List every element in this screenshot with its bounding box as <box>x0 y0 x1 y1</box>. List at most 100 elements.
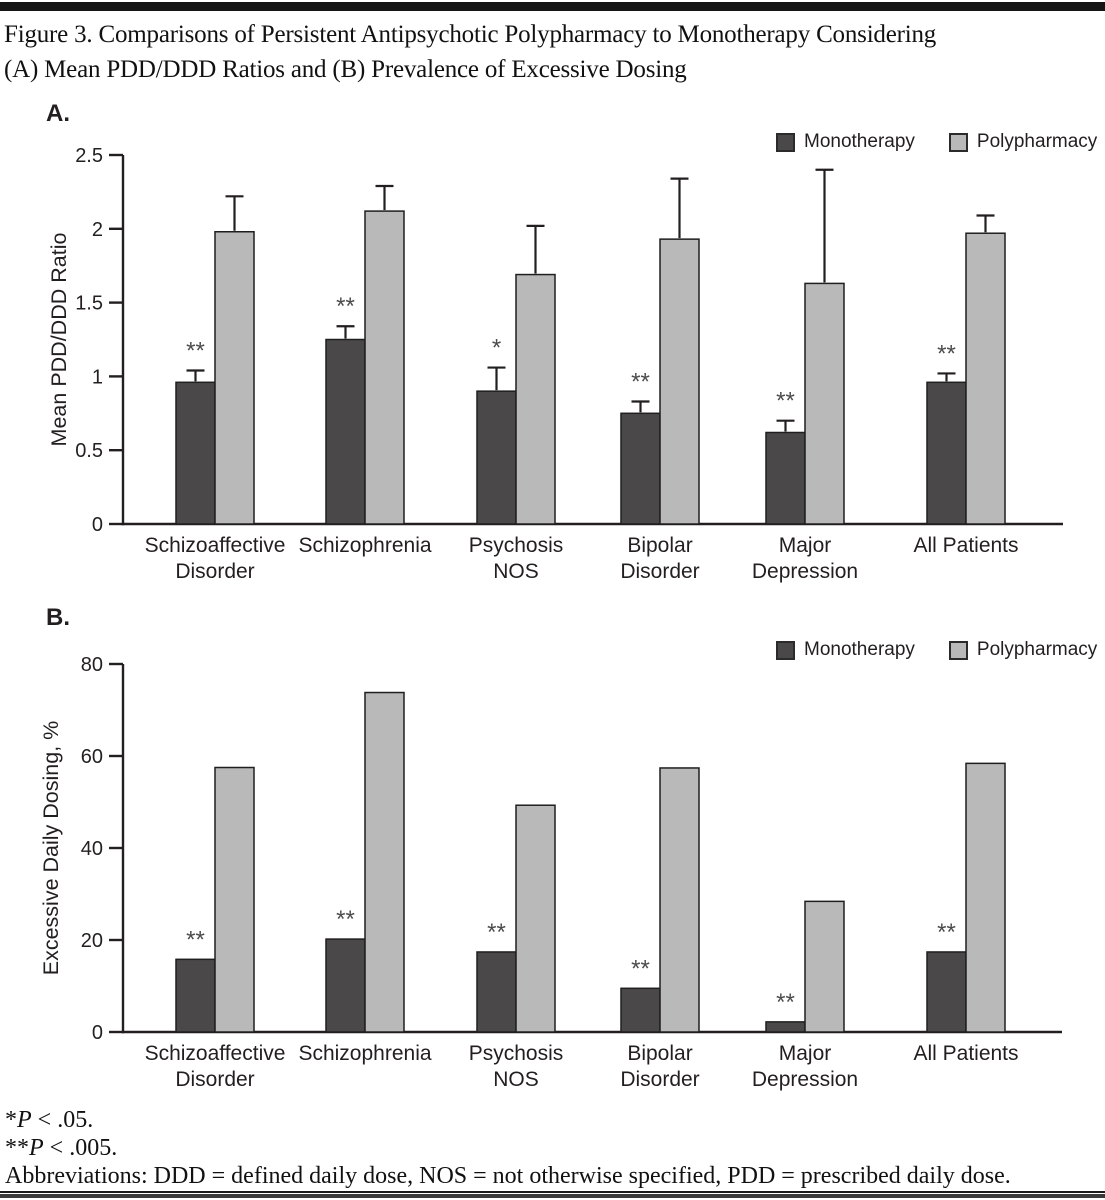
category-label: Schizophrenia <box>298 534 431 557</box>
y-tick-label: 1.5 <box>75 293 103 315</box>
panel-a-label: A. <box>46 100 70 127</box>
top-rule <box>0 2 1105 11</box>
category-label: Schizophrenia <box>298 1042 431 1065</box>
y-tick-label: 0 <box>92 514 103 536</box>
y-tick-label: 40 <box>81 838 103 860</box>
footnote-abbreviations: Abbreviations: DDD = defined daily dose,… <box>5 1163 1011 1189</box>
category-label: Psychosis <box>469 534 564 557</box>
bar-polypharmacy-0 <box>214 766 255 1033</box>
category-label: Depression <box>752 560 858 583</box>
bar-monotherapy-5 <box>926 951 967 1033</box>
footnotes: *P < .05. **P < .005. Abbreviations: DDD… <box>5 1106 1100 1190</box>
bar-polypharmacy-3 <box>659 238 700 525</box>
bottom-rule-thin <box>0 1191 1105 1193</box>
footnote-rest: < .05. <box>31 1107 94 1133</box>
bar-polypharmacy-5 <box>965 232 1006 525</box>
bar-monotherapy-0 <box>175 381 216 525</box>
y-tick-label: 0 <box>92 1022 103 1044</box>
significance-marker: ** <box>631 368 650 395</box>
bar-monotherapy-0 <box>175 958 216 1033</box>
significance-marker: ** <box>336 906 355 933</box>
category-label: All Patients <box>913 1042 1018 1065</box>
bar-polypharmacy-4 <box>804 900 845 1033</box>
bar-polypharmacy-1 <box>364 210 405 525</box>
significance-marker: ** <box>186 926 205 953</box>
significance-marker: ** <box>487 919 506 946</box>
monotherapy-swatch <box>776 640 795 660</box>
legend-b: Monotherapy Polypharmacy <box>776 639 1097 661</box>
legend-item-monotherapy: Monotherapy <box>776 131 915 153</box>
bottom-rule-thick <box>0 1194 1105 1198</box>
category-label: Bipolar <box>627 534 692 557</box>
y-axis-title: Mean PDD/DDD Ratio <box>47 233 71 447</box>
footnote-rest: < .005. <box>43 1135 118 1161</box>
bar-monotherapy-2 <box>476 951 517 1033</box>
bar-polypharmacy-1 <box>364 691 405 1033</box>
legend-label-monotherapy: Monotherapy <box>804 639 915 660</box>
category-label: Schizoaffective <box>145 534 286 557</box>
category-label: Disorder <box>175 1068 254 1091</box>
legend-label-polypharmacy: Polypharmacy <box>976 131 1098 152</box>
category-label: Depression <box>752 1068 858 1091</box>
legend-label-monotherapy: Monotherapy <box>804 131 915 152</box>
significance-marker: ** <box>631 955 650 982</box>
legend-item-polypharmacy: Polypharmacy <box>948 131 1098 153</box>
bar-polypharmacy-0 <box>214 231 255 525</box>
legend-item-polypharmacy: Polypharmacy <box>948 639 1098 661</box>
category-label: Psychosis <box>469 1042 564 1065</box>
significance-marker: ** <box>937 919 956 946</box>
bar-monotherapy-5 <box>926 381 967 525</box>
category-label: Bipolar <box>627 1042 692 1065</box>
panel-b-label: B. <box>46 604 70 631</box>
monotherapy-swatch <box>776 132 795 152</box>
significance-marker: * <box>492 335 501 362</box>
chart-b: 0 20 40 60 80 Excessive Daily Dosing, % ** Schi… <box>39 654 1062 1091</box>
figure-title-line2: (A) Mean PDD/DDD Ratios and (B) Prevalen… <box>4 56 687 83</box>
y-tick-label: 1 <box>92 366 103 388</box>
footnote-stars: * <box>5 1107 17 1133</box>
category-label: All Patients <box>913 534 1018 557</box>
significance-marker: ** <box>776 989 795 1016</box>
bar-monotherapy-4 <box>765 431 806 525</box>
bar-polypharmacy-5 <box>965 762 1006 1033</box>
legend-a: Monotherapy Polypharmacy <box>776 131 1097 153</box>
footnote-pvar: P <box>17 1107 32 1133</box>
category-label: NOS <box>493 560 539 583</box>
bar-polypharmacy-3 <box>659 767 700 1033</box>
y-axis-title: Excessive Daily Dosing, % <box>39 721 63 976</box>
category-label: Major <box>779 1042 832 1065</box>
polypharmacy-swatch <box>948 640 968 660</box>
footnote-p05: *P < .05. <box>5 1106 1100 1134</box>
footnote-pvar: P <box>29 1135 44 1161</box>
category-label: Schizoaffective <box>145 1042 286 1065</box>
significance-marker: ** <box>937 340 956 367</box>
bar-polypharmacy-2 <box>515 804 556 1033</box>
y-tick-label: 80 <box>81 654 103 676</box>
category-label: Disorder <box>620 1068 699 1091</box>
legend-item-monotherapy: Monotherapy <box>776 639 915 661</box>
bar-polypharmacy-4 <box>804 282 845 525</box>
bar-monotherapy-3 <box>620 412 661 525</box>
legend-label-polypharmacy: Polypharmacy <box>976 639 1098 660</box>
y-tick-label: 20 <box>81 930 103 952</box>
y-tick-label: 2 <box>92 219 103 241</box>
category-label: NOS <box>493 1068 539 1091</box>
figure-title: Figure 3. Comparisons of Persistent Anti… <box>4 17 1104 87</box>
significance-marker: ** <box>776 388 795 415</box>
category-label: Disorder <box>620 560 699 583</box>
bar-polypharmacy-2 <box>515 273 556 525</box>
bar-monotherapy-3 <box>620 987 661 1033</box>
y-tick-label: 60 <box>81 746 103 768</box>
footnote-stars: ** <box>5 1135 29 1161</box>
bar-monotherapy-1 <box>325 338 366 525</box>
bar-monotherapy-2 <box>476 390 517 525</box>
figure-title-line1: Figure 3. Comparisons of Persistent Anti… <box>4 21 937 48</box>
y-tick-label: 0.5 <box>75 440 103 462</box>
footnote-p005: **P < .005. <box>5 1134 1100 1162</box>
polypharmacy-swatch <box>948 132 968 152</box>
bar-monotherapy-1 <box>325 938 366 1033</box>
y-tick-label: 2.5 <box>75 145 103 167</box>
category-label: Disorder <box>175 560 254 583</box>
significance-marker: ** <box>186 337 205 364</box>
significance-marker: ** <box>336 293 355 320</box>
